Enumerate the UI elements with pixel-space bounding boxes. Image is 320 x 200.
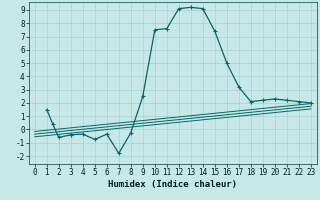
X-axis label: Humidex (Indice chaleur): Humidex (Indice chaleur) bbox=[108, 180, 237, 189]
